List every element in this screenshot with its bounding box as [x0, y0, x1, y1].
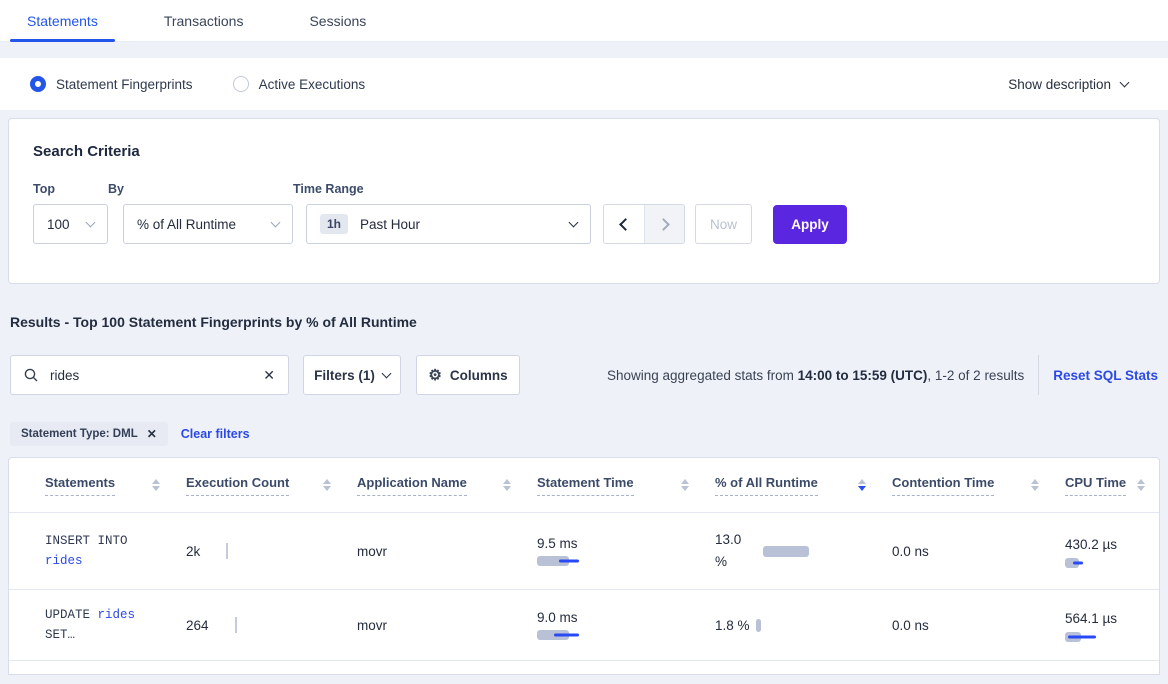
clear-search-icon[interactable]: ✕: [263, 367, 275, 383]
column-header-pct-all-runtime: % of All Runtime: [715, 475, 892, 496]
chevron-down-icon: [381, 368, 392, 379]
statement-link[interactable]: rides: [45, 554, 83, 568]
application-name-cell: movr: [357, 617, 387, 633]
execution-count-bar: [226, 543, 229, 559]
runtime-pct-cell: 13.0 %: [715, 529, 892, 573]
statement-fingerprint-cell: UPDATE rides SET…: [45, 608, 136, 642]
radio-active-executions-label: Active Executions: [258, 76, 366, 92]
by-select[interactable]: % of All Runtime: [123, 204, 293, 244]
radio-selected-icon[interactable]: [30, 76, 46, 92]
radio-statement-fingerprints-label: Statement Fingerprints: [56, 76, 193, 92]
time-range-badge: 1h: [320, 214, 349, 234]
tab-statements[interactable]: Statements: [10, 0, 115, 42]
chevron-left-icon: [619, 217, 632, 231]
search-icon: [24, 368, 38, 382]
chevron-down-icon: [85, 217, 96, 228]
statements-table: Statements Execution Count Application N…: [8, 457, 1160, 675]
execution-count-cell: 264: [186, 617, 357, 633]
contention-time-cell: 0.0 ns: [892, 543, 929, 559]
sort-icon[interactable]: [681, 479, 689, 491]
column-header-statements: Statements: [45, 475, 186, 496]
sort-icon[interactable]: [503, 479, 511, 491]
chevron-down-icon: [270, 217, 281, 228]
runtime-pct-bar: [755, 618, 761, 632]
apply-button[interactable]: Apply: [773, 205, 847, 244]
search-criteria-form: Top 100 By % of All Runtime Time Range 1…: [33, 182, 1135, 244]
statement-time-bar: [537, 556, 579, 566]
sort-icon-active-desc[interactable]: [858, 479, 866, 491]
filters-button[interactable]: Filters (1): [303, 355, 401, 395]
top-select[interactable]: 100: [33, 204, 108, 244]
execution-count-bar: [234, 617, 237, 633]
search-criteria-card: Search Criteria Top 100 By % of All Runt…: [8, 118, 1160, 284]
filter-chip-statement-type: Statement Type: DML ✕: [10, 422, 168, 446]
statement-time-cell: 9.5 ms: [537, 536, 715, 566]
results-controls-row: ✕ Filters (1) ⚙ Columns Showing aggregat…: [10, 355, 1160, 395]
results-heading: Results - Top 100 Statement Fingerprints…: [10, 314, 417, 330]
time-range-value: Past Hour: [360, 216, 421, 232]
gear-icon: ⚙: [428, 366, 442, 384]
statement-time-cell: 9.0 ms: [537, 610, 715, 640]
search-input[interactable]: [48, 366, 254, 384]
time-range-select[interactable]: 1h Past Hour: [306, 204, 591, 244]
chevron-down-icon: [568, 217, 579, 228]
statement-time-bar: [537, 630, 579, 640]
now-button[interactable]: Now: [695, 204, 752, 244]
time-prev-button[interactable]: [604, 205, 644, 243]
runtime-pct-cell: 1.8 %: [715, 618, 892, 633]
time-range-label: Time Range: [293, 182, 364, 196]
search-criteria-title: Search Criteria: [33, 143, 140, 160]
application-name-cell: movr: [357, 543, 387, 559]
view-toggle-band: Statement Fingerprints Active Executions…: [0, 58, 1168, 110]
by-field-group: By % of All Runtime: [108, 182, 293, 244]
table-header-row: Statements Execution Count Application N…: [9, 458, 1159, 513]
reset-sql-stats-link[interactable]: Reset SQL Stats: [1053, 367, 1158, 383]
contention-time-cell: 0.0 ns: [892, 617, 929, 633]
radio-unselected-icon[interactable]: [232, 76, 249, 92]
remove-filter-icon[interactable]: ✕: [146, 427, 157, 441]
column-header-statement-time: Statement Time: [537, 475, 715, 496]
sort-icon[interactable]: [1137, 479, 1145, 491]
time-range-nav: [603, 204, 685, 244]
cpu-time-cell: 564.1 µs: [1065, 609, 1159, 642]
statement-fingerprint-cell: INSERT INTO rides: [45, 534, 128, 568]
show-description-toggle[interactable]: Show description: [1008, 77, 1130, 92]
sort-icon[interactable]: [152, 479, 160, 491]
divider: [1038, 355, 1040, 395]
statement-search-box[interactable]: ✕: [10, 355, 289, 395]
columns-button[interactable]: ⚙ Columns: [416, 355, 520, 395]
cpu-time-bar: [1065, 557, 1083, 568]
filter-chip-row: Statement Type: DML ✕ Clear filters: [10, 422, 1168, 446]
column-header-execution-count: Execution Count: [186, 475, 357, 496]
tab-sessions[interactable]: Sessions: [309, 12, 367, 29]
clear-filters-link[interactable]: Clear filters: [180, 427, 250, 441]
cpu-time-bar: [1065, 631, 1096, 642]
radio-statement-fingerprints[interactable]: Statement Fingerprints: [30, 76, 193, 92]
execution-count-cell: 2k: [186, 543, 357, 559]
sql-activity-tabbar: Statements Transactions Sessions: [0, 0, 1168, 42]
tab-transactions[interactable]: Transactions: [163, 12, 244, 29]
time-range-field-group: Time Range 1h Past Hour: [293, 182, 591, 244]
sort-icon[interactable]: [1031, 479, 1039, 491]
chevron-down-icon: [1119, 77, 1130, 88]
top-field-group: Top 100: [33, 182, 108, 244]
top-label: Top: [33, 182, 55, 196]
column-header-application-name: Application Name: [357, 475, 537, 496]
table-row: UPDATE rides SET… 264 movr 9.0 ms 1.8 % …: [9, 590, 1159, 661]
by-label: By: [108, 182, 124, 196]
column-header-contention-time: Contention Time: [892, 475, 1065, 496]
radio-active-executions[interactable]: Active Executions: [232, 76, 366, 92]
chevron-right-icon: [656, 217, 670, 231]
table-row: INSERT INTO rides 2k movr 9.5 ms 13.0 % …: [9, 513, 1159, 590]
column-header-cpu-time: CPU Time: [1065, 475, 1159, 496]
sort-icon[interactable]: [323, 479, 331, 491]
cpu-time-cell: 430.2 µs: [1065, 535, 1159, 568]
runtime-pct-bar: [763, 545, 809, 557]
statement-link[interactable]: rides: [97, 608, 136, 622]
time-next-button[interactable]: [644, 205, 684, 243]
table-footer-spacer: [9, 661, 1159, 674]
aggregated-stats-text: Showing aggregated stats from 14:00 to 1…: [607, 367, 1025, 383]
